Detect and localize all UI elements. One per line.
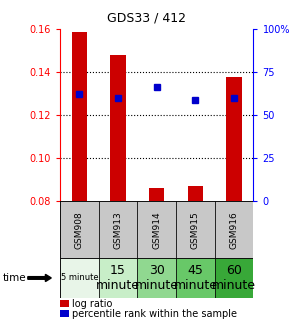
Text: 45
minute: 45 minute: [173, 264, 217, 292]
Bar: [188, 186, 203, 201]
Bar: [176, 258, 215, 298]
Bar: [60, 201, 99, 258]
Bar: [60, 258, 99, 298]
Text: time: time: [3, 273, 27, 283]
Text: GDS33 / 412: GDS33 / 412: [107, 11, 186, 25]
Text: percentile rank within the sample: percentile rank within the sample: [72, 309, 237, 318]
Text: GSM908: GSM908: [75, 211, 84, 249]
Text: GSM914: GSM914: [152, 211, 161, 249]
Text: 5 minute: 5 minute: [61, 273, 98, 283]
Bar: [99, 258, 137, 298]
Bar: [110, 55, 126, 201]
Text: GSM913: GSM913: [114, 211, 122, 249]
Text: 60
minute: 60 minute: [212, 264, 256, 292]
Bar: [215, 258, 253, 298]
Text: 30
minute: 30 minute: [135, 264, 179, 292]
Bar: [137, 258, 176, 298]
Bar: [137, 201, 176, 258]
Bar: [99, 201, 137, 258]
Text: GSM916: GSM916: [230, 211, 239, 249]
Bar: [226, 77, 242, 201]
Text: log ratio: log ratio: [72, 299, 112, 309]
Bar: [176, 201, 215, 258]
Bar: [72, 32, 87, 201]
Text: GSM915: GSM915: [191, 211, 200, 249]
Text: 15
minute: 15 minute: [96, 264, 140, 292]
Bar: [149, 188, 164, 201]
Bar: [215, 201, 253, 258]
